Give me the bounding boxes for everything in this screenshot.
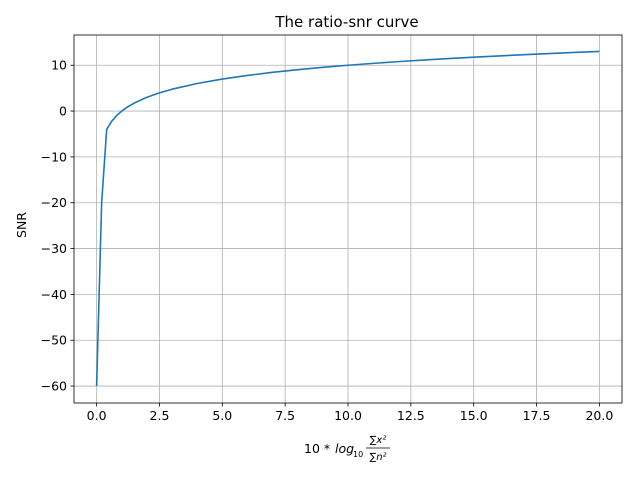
grid <box>74 35 622 403</box>
tick-marks <box>70 64 600 407</box>
series-group <box>95 50 600 387</box>
y-tick-label: 10 <box>51 58 67 73</box>
x-tick-label: 0.0 <box>87 408 107 423</box>
y-tick-label: −40 <box>41 287 67 302</box>
y-tick-label: −60 <box>41 379 67 394</box>
x-tick-label: 10.0 <box>334 408 362 423</box>
x-axis-label: 10 * log 10 ∑x² ∑n² <box>304 435 390 463</box>
x-axis-label-numerator: ∑x² <box>370 435 387 446</box>
chart-title: The ratio-snr curve <box>274 13 418 31</box>
series-line <box>95 50 600 387</box>
x-tick-labels: 0.0 2.5 5.0 7.5 10.0 12.5 15.0 17.5 20.0 <box>87 408 614 423</box>
y-tick-label: −30 <box>41 241 67 256</box>
x-axis-label-log: log <box>335 441 354 456</box>
y-tick-label: −10 <box>41 149 67 164</box>
x-tick-label: 20.0 <box>585 408 613 423</box>
x-tick-label: 12.5 <box>397 408 425 423</box>
y-tick-label: −20 <box>41 195 67 210</box>
x-axis-label-denominator: ∑n² <box>369 452 386 463</box>
x-axis-label-base: 10 <box>353 450 363 459</box>
y-tick-label: 0 <box>59 104 67 119</box>
x-tick-label: 17.5 <box>523 408 551 423</box>
plot-frame <box>73 34 623 404</box>
x-tick-label: 7.5 <box>275 408 295 423</box>
y-tick-labels: −60 −50 −40 −30 −20 −10 0 10 <box>41 58 67 394</box>
x-tick-label: 15.0 <box>460 408 488 423</box>
y-tick-label: −50 <box>41 333 67 348</box>
x-tick-label: 2.5 <box>150 408 170 423</box>
x-tick-label: 5.0 <box>212 408 232 423</box>
x-axis-label-prefix: 10 * <box>304 441 330 456</box>
y-axis-label: SNR <box>14 212 29 238</box>
